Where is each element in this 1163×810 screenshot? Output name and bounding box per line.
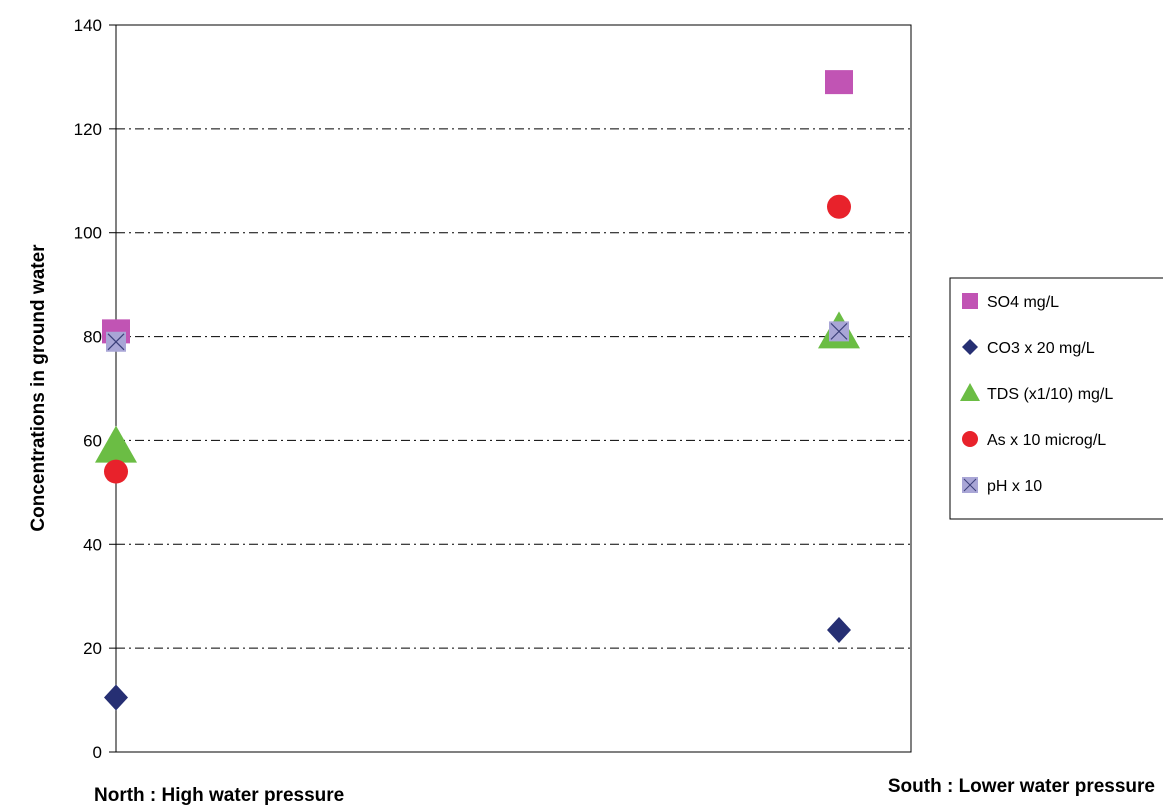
y-axis: 0 20 40 60 80 100 120 140 (74, 16, 116, 762)
category-label-north: North : High water pressure (94, 785, 344, 806)
data-point-series3-cat0 (104, 459, 128, 484)
y-tick-label-20: 20 (83, 639, 102, 658)
data-point-series1-cat1 (827, 616, 851, 643)
y-tick-label-100: 100 (74, 224, 102, 243)
legend: SO4 mg/L CO3 x 20 mg/L TDS (x1/10) mg/L As … (949, 277, 1163, 520)
y-tick-label-60: 60 (83, 431, 102, 450)
legend-label-3: As x 10 microg/L (987, 432, 1106, 449)
legend-label-4: pH x 10 (987, 478, 1042, 495)
data-point-series4-cat1 (829, 321, 849, 342)
legend-marker-1 (962, 339, 978, 355)
data-points (95, 70, 860, 711)
legend-marker-0 (962, 293, 978, 309)
plot-area (115, 24, 912, 753)
data-point-series4-cat0 (106, 331, 126, 352)
y-tick-label-40: 40 (83, 535, 102, 554)
y-tick-label-80: 80 (83, 328, 102, 347)
data-point-series0-cat1 (825, 70, 853, 95)
legend-label-1: CO3 x 20 mg/L (987, 340, 1095, 357)
legend-label-0: SO4 mg/L (987, 294, 1059, 311)
category-label-south: South : Lower water pressure (888, 776, 1155, 797)
legend-item-2: TDS (x1/10) mg/L (960, 383, 1113, 403)
data-point-series3-cat1 (827, 194, 851, 219)
data-point-series2-cat0 (95, 425, 137, 463)
legend-item-1: CO3 x 20 mg/L (962, 339, 1095, 357)
y-tick-label-120: 120 (74, 120, 102, 139)
legend-marker-2 (960, 383, 980, 401)
legend-item-4: pH x 10 (962, 477, 1042, 495)
legend-label-2: TDS (x1/10) mg/L (987, 386, 1113, 403)
legend-marker-3 (962, 431, 978, 447)
gridlines (116, 128, 911, 649)
y-tick-label-140: 140 (74, 16, 102, 35)
legend-item-3: As x 10 microg/L (962, 431, 1106, 449)
data-point-series1-cat0 (104, 684, 128, 711)
y-tick-label-0: 0 (93, 743, 102, 762)
legend-box (949, 277, 1163, 520)
legend-item-0: SO4 mg/L (962, 293, 1059, 311)
y-axis-title: Concentrations in ground water (28, 244, 49, 532)
